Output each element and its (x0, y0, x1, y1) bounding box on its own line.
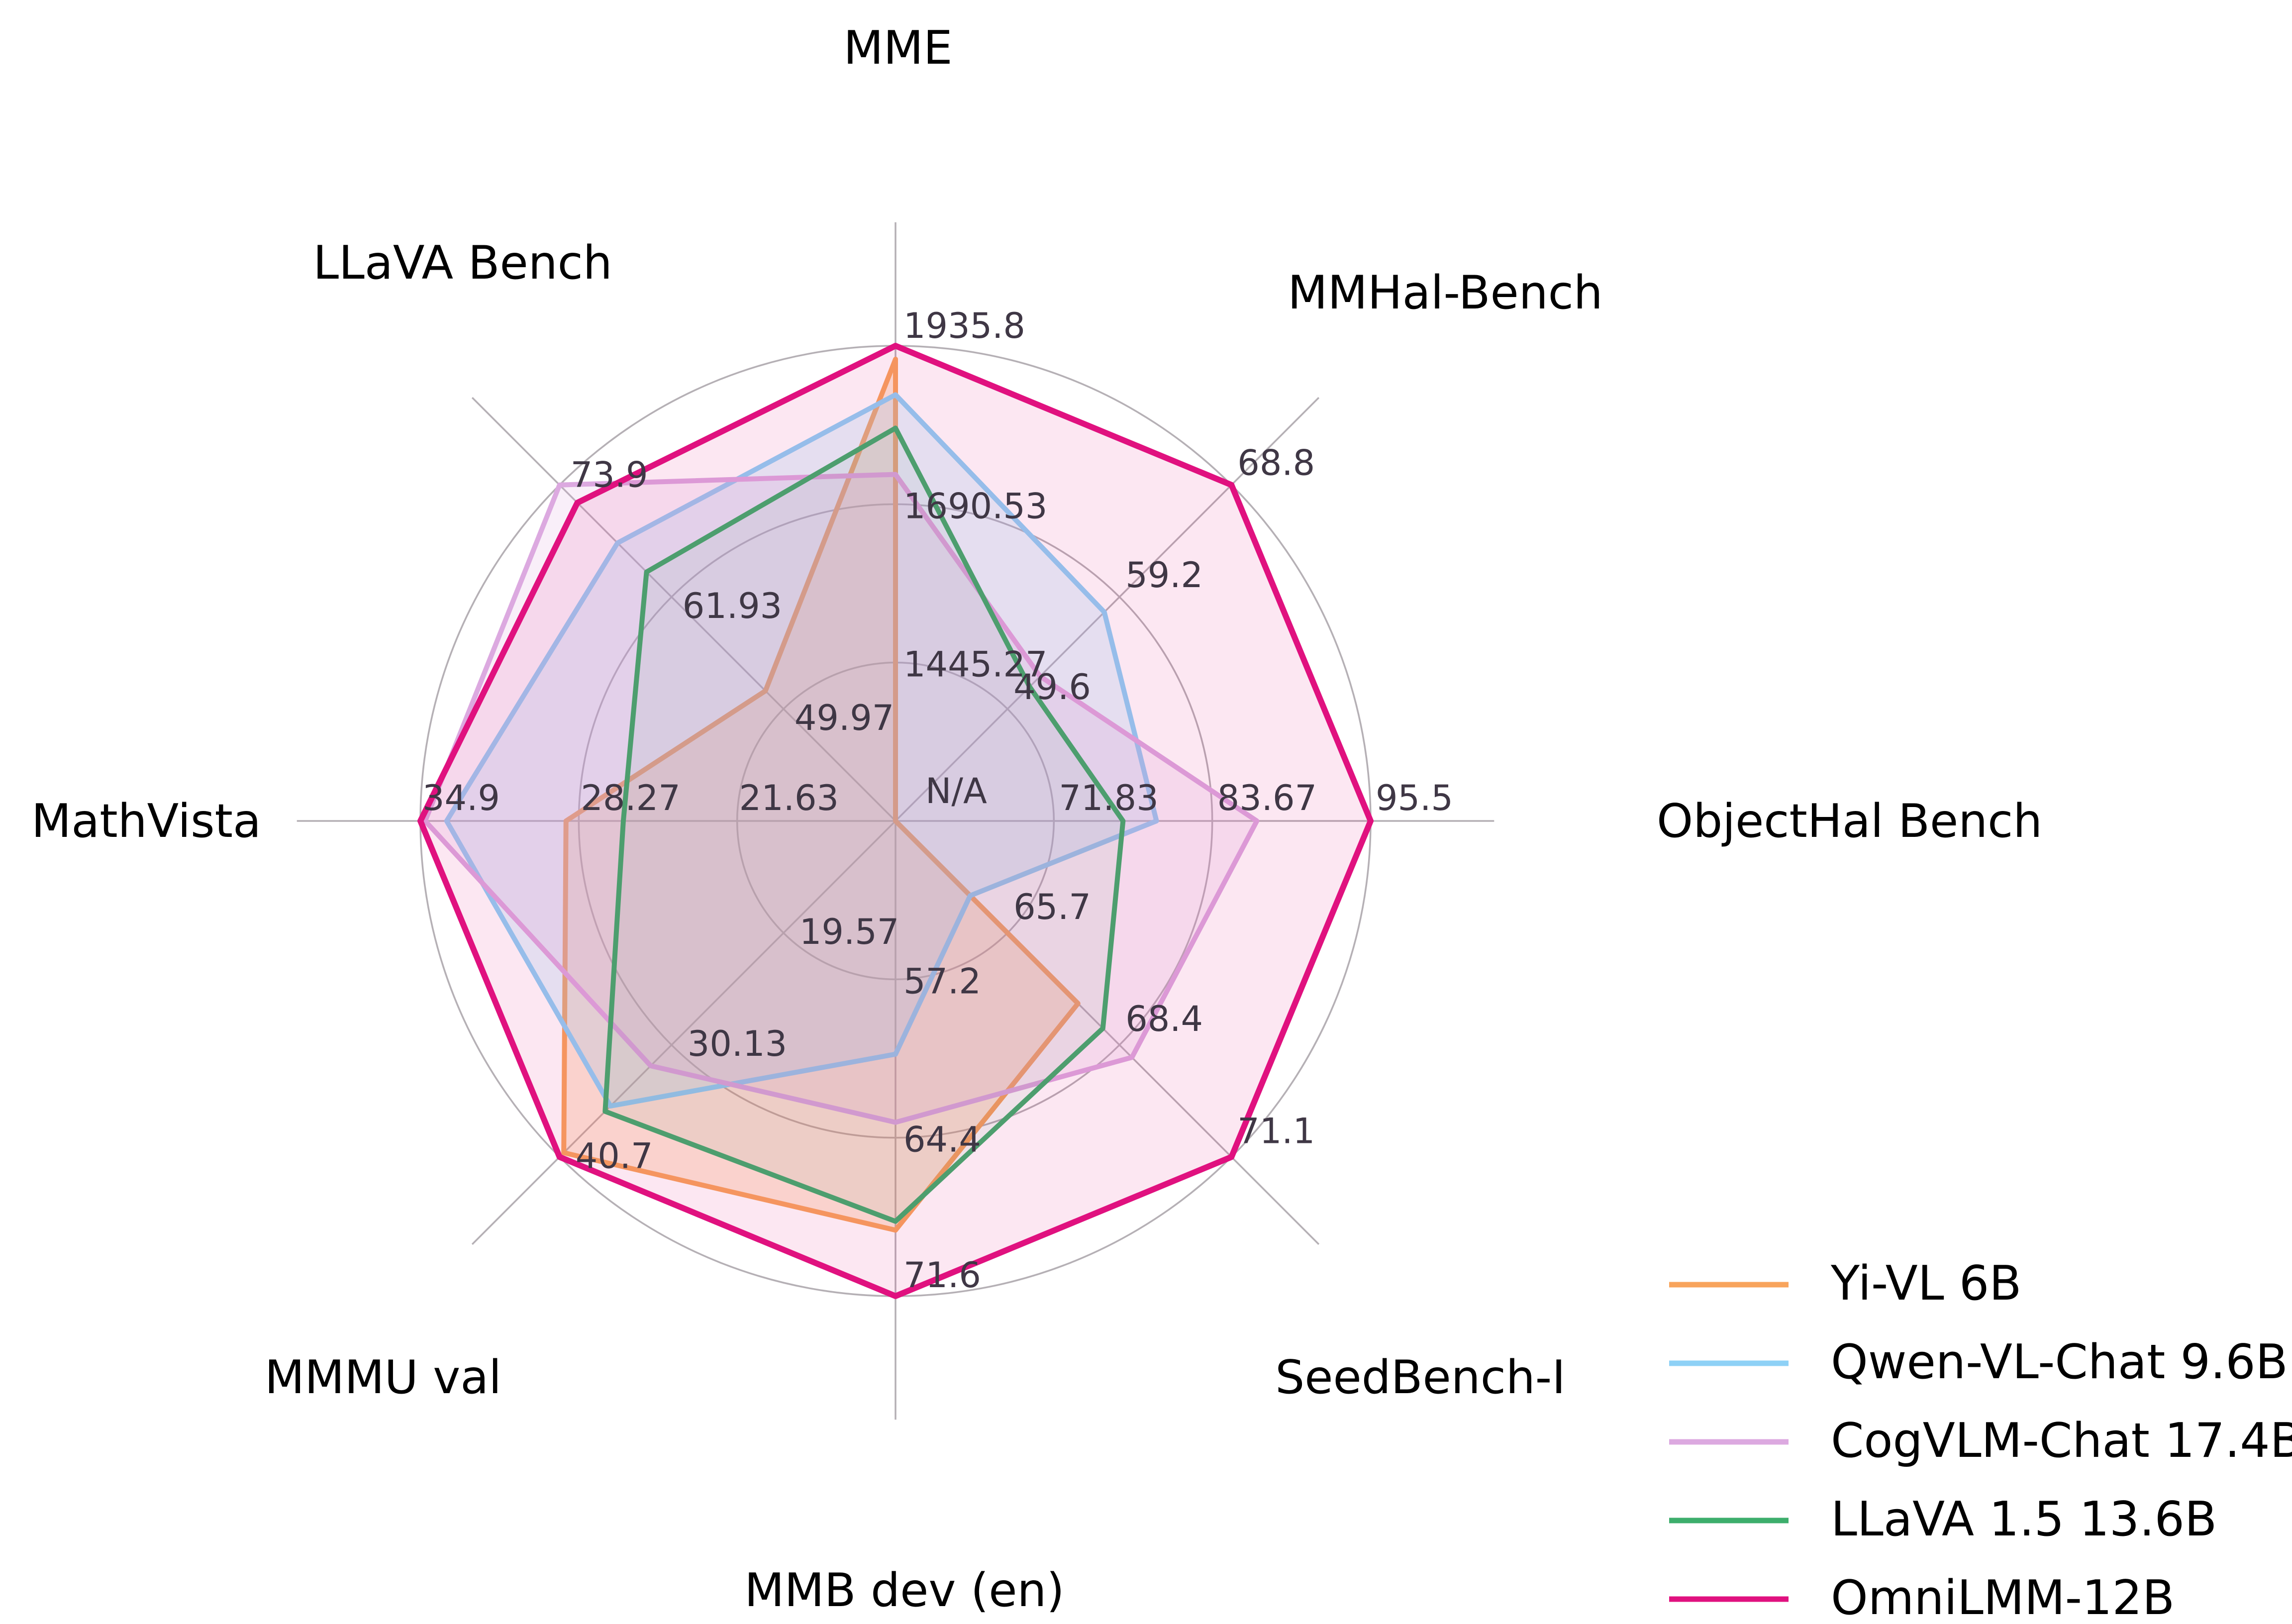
legend-item: Yi-VL 6B (1669, 1256, 2021, 1311)
axis-title-MMB dev (en): MMB dev (en) (744, 1563, 1064, 1617)
axis-title-MathVista: MathVista (31, 794, 261, 848)
tick-label-MMMU val-40.7: 40.7 (576, 1135, 653, 1176)
tick-label-ObjectHal Bench-71.83: 71.83 (1059, 778, 1158, 818)
tick-label-MME-1935.8: 1935.8 (903, 305, 1025, 346)
legend-item: Qwen-VL-Chat 9.6B (1669, 1335, 2288, 1390)
tick-label-ObjectHal Bench-83.67: 83.67 (1217, 778, 1317, 818)
tick-label-MMB dev (en)-71.6: 71.6 (903, 1255, 981, 1296)
series-polygon-Qwen-VL-Chat 9.6B (444, 392, 1159, 1109)
tick-label-MME-1445.27: 1445.27 (903, 644, 1047, 685)
tick-label-MMHal-Bench-68.8: 68.8 (1237, 443, 1315, 484)
legend-label-OmniLMM-12B: OmniLMM-12B (1831, 1571, 2175, 1624)
tick-label-LLaVA Bench-61.93: 61.93 (683, 586, 782, 626)
tick-label-MME-1690.53: 1690.53 (903, 486, 1047, 526)
series-polygon-Yi-VL 6B (561, 356, 1081, 1233)
tick-label-MathVista-21.63: 21.63 (739, 778, 839, 818)
tick-label-MMB dev (en)-57.2: 57.2 (903, 961, 981, 1002)
axis-title-MME: MME (843, 21, 952, 75)
tick-label-MMHal-Bench-59.2: 59.2 (1125, 555, 1203, 596)
tick-label-MMHal-Bench-49.6: 49.6 (1013, 667, 1091, 708)
tick-label-MMB dev (en)-64.4: 64.4 (903, 1119, 981, 1160)
axis-spoke-MMHal-Bench (895, 397, 1320, 822)
axis-spoke-MMMU val (471, 820, 897, 1245)
legend-label-CogVLM-Chat 17.4B: CogVLM-Chat 17.4B (1831, 1414, 2292, 1468)
tick-label-MathVista-34.9: 34.9 (422, 778, 500, 818)
legend-item: OmniLMM-12B (1669, 1571, 2175, 1624)
legend-label-Qwen-VL-Chat 9.6B: Qwen-VL-Chat 9.6B (1831, 1335, 2288, 1390)
tick-label-MMMU val-19.57: 19.57 (799, 912, 899, 952)
axis-title-MMMU val: MMMU val (265, 1350, 501, 1404)
legend-item: CogVLM-Chat 17.4B (1669, 1414, 2292, 1468)
legend-label-LLaVA 1.5 13.6B: LLaVA 1.5 13.6B (1831, 1492, 2217, 1547)
axis-title-LLaVA Bench: LLaVA Bench (313, 236, 612, 290)
tick-label-ObjectHal Bench-95.5: 95.5 (1376, 778, 1453, 818)
tick-label-SeedBench-I-68.4: 68.4 (1125, 999, 1203, 1039)
axis-title-ObjectHal Bench: ObjectHal Bench (1657, 794, 2042, 848)
center-na-label: N/A (925, 771, 987, 812)
tick-label-LLaVA Bench-73.9: 73.9 (571, 455, 648, 496)
series-layer (417, 343, 1374, 1299)
legend: Yi-VL 6B Qwen-VL-Chat 9.6B CogVLM-Chat 17.… (1669, 1256, 2292, 1624)
label-layer: 1445.27 1690.53 1935.8 49.6 59.2 68.8 71.83 83.… (31, 21, 2042, 1617)
tick-label-MMMU val-30.13: 30.13 (688, 1023, 787, 1064)
series-polygon-CogVLM-Chat 17.4B (422, 472, 1260, 1125)
tick-label-SeedBench-I-65.7: 65.7 (1013, 887, 1091, 927)
tick-label-SeedBench-I-71.1: 71.1 (1237, 1111, 1315, 1151)
tick-label-LLaVA Bench-49.97: 49.97 (795, 698, 894, 738)
axis-title-SeedBench-I: SeedBench-I (1275, 1350, 1566, 1404)
series-polygon-LLaVA 1.5 13.6B (602, 425, 1126, 1224)
tick-label-MathVista-28.27: 28.27 (581, 778, 680, 818)
legend-label-Yi-VL 6B: Yi-VL 6B (1830, 1256, 2021, 1311)
axis-spoke-LLaVA Bench (471, 397, 897, 822)
axis-title-MMHal-Bench: MMHal-Bench (1288, 266, 1603, 319)
series-polygon-OmniLMM-12B (417, 343, 1374, 1299)
legend-item: LLaVA 1.5 13.6B (1669, 1492, 2217, 1547)
